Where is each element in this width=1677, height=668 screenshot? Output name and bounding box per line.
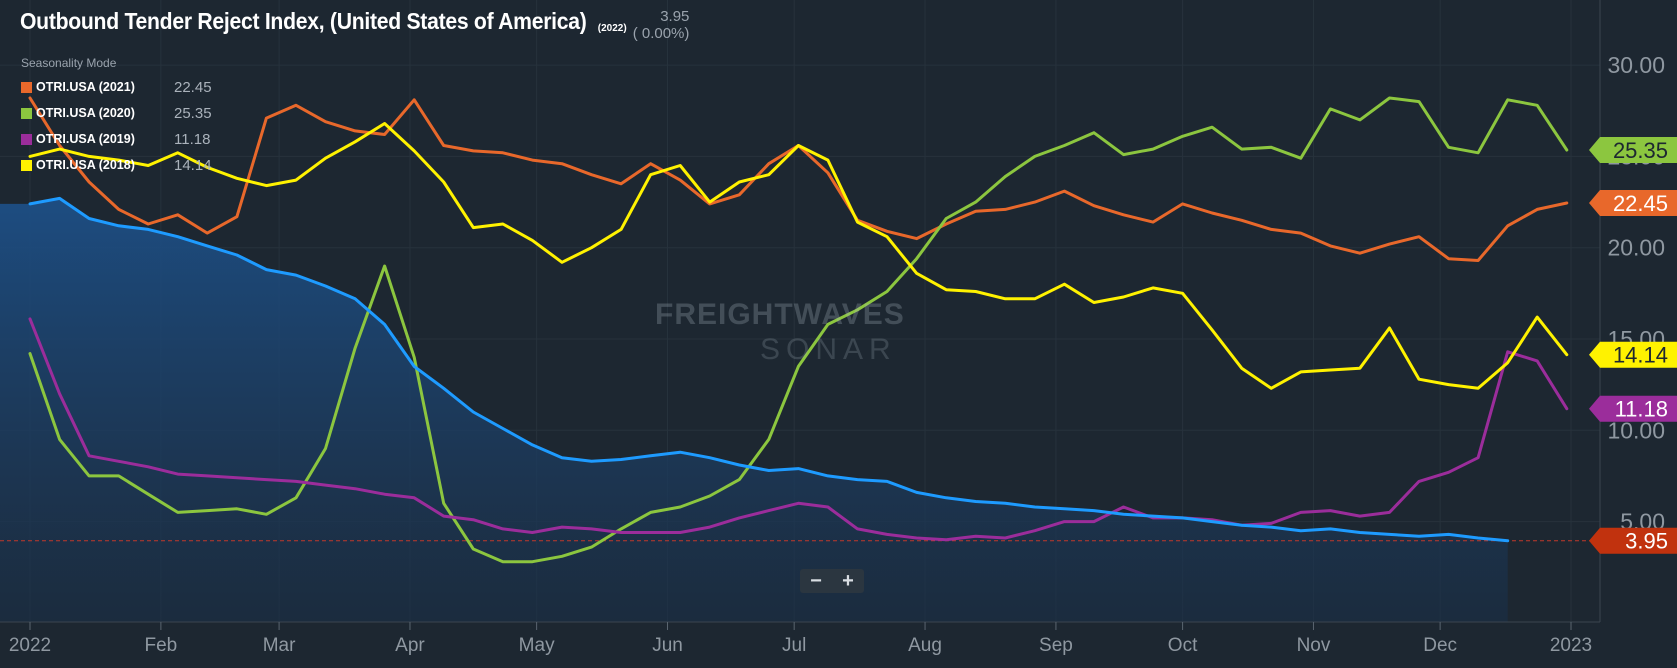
legend-value: 11.18	[174, 130, 211, 148]
legend-label: OTRI.USA (2021)	[36, 80, 135, 94]
x-axis: 2022 Feb Mar Apr May Jun Jul Aug Sep Oct Nov Dec 202…	[0, 621, 1600, 656]
x-tick-label: May	[519, 635, 555, 656]
series-end-label-text: 14.14	[1613, 343, 1668, 368]
series-end-label: 14.14	[1589, 341, 1677, 368]
series-end-label-tag	[1589, 527, 1677, 554]
x-tick-label: 2022	[9, 635, 51, 656]
legend-swatch	[21, 133, 32, 145]
seasonality-mode-label: Seasonality Mode	[21, 56, 117, 70]
x-tick-label: Mar	[263, 635, 296, 656]
series-line-layer	[28, 96, 1569, 564]
legend-swatch	[21, 81, 32, 93]
watermark-sonar: SONAR	[760, 333, 897, 366]
legend-item[interactable]: OTRI.USA (2020) 25.35	[21, 100, 212, 126]
legend-item[interactable]: OTRI.USA (2018) 14.14	[21, 152, 212, 178]
legend-item[interactable]: OTRI.USA (2019) 11.18	[21, 126, 212, 152]
end-label-layer: 22.45 25.35 11.18 14.14 3.95	[1589, 137, 1677, 554]
zoom-out-button[interactable]: −	[810, 570, 822, 592]
chart-legend: OTRI.USA (2021) 22.45 OTRI.USA (2020) 25…	[21, 74, 212, 178]
x-tick-label: Feb	[145, 635, 178, 656]
legend-label: OTRI.USA (2020)	[36, 106, 135, 120]
current-value: 3.95	[660, 8, 690, 25]
series-area-layer	[0, 198, 1508, 622]
y-tick-label: 20.00	[1607, 235, 1665, 261]
x-tick-label: Nov	[1297, 635, 1331, 656]
series-end-label-text: 3.95	[1625, 529, 1668, 554]
series-end-label-text: 25.35	[1613, 138, 1668, 163]
zoom-in-button[interactable]: +	[842, 570, 854, 592]
series-end-label-tag	[1589, 395, 1677, 422]
chart-title: Outbound Tender Reject Index, (United St…	[20, 8, 587, 34]
legend-value: 25.35	[174, 104, 212, 122]
zoom-controls: − +	[800, 569, 864, 593]
series-end-label-text: 11.18	[1615, 397, 1668, 422]
series-end-label: 22.45	[1589, 189, 1677, 216]
series-end-label: 11.18	[1589, 395, 1677, 422]
series-area-fill	[0, 198, 1508, 622]
series-end-label-text: 22.45	[1613, 191, 1668, 216]
x-tick-label: Dec	[1423, 635, 1457, 656]
legend-value: 22.45	[174, 78, 212, 96]
x-tick-label: Sep	[1039, 635, 1073, 656]
series-end-label-tag	[1589, 341, 1677, 368]
legend-swatch	[21, 159, 32, 171]
series-line	[28, 96, 1569, 564]
series-end-label-tag	[1589, 189, 1677, 216]
legend-label: OTRI.USA (2018)	[36, 158, 135, 172]
legend-item[interactable]: OTRI.USA (2021) 22.45	[21, 74, 212, 100]
chart-title-year: (2022)	[597, 23, 627, 34]
y-tick-label: 30.00	[1607, 52, 1665, 78]
legend-label: OTRI.USA (2019)	[36, 132, 135, 146]
x-tick-label: Apr	[395, 635, 425, 656]
x-tick-label: 2023	[1550, 635, 1592, 656]
legend-swatch	[21, 107, 32, 119]
current-change: ( 0.00%)	[632, 25, 690, 42]
series-line	[28, 317, 1569, 542]
x-tick-label: Jul	[782, 635, 806, 656]
series-line	[28, 122, 1569, 390]
watermark-logo: FREIGHTWAVES	[655, 298, 905, 331]
x-tick-label: Aug	[908, 635, 942, 656]
legend-value: 14.14	[174, 156, 212, 174]
series-line	[28, 96, 1569, 262]
chart-header: Outbound Tender Reject Index, (United St…	[20, 8, 689, 42]
series-end-label-tag	[1589, 137, 1677, 164]
series-end-label: 3.95	[1589, 527, 1677, 554]
series-end-label: 25.35	[1589, 137, 1677, 164]
x-tick-label: Oct	[1168, 635, 1198, 656]
current-value-box: 3.95 ( 0.00%)	[633, 8, 690, 42]
x-tick-label: Jun	[652, 635, 683, 656]
series-line	[28, 196, 1510, 543]
